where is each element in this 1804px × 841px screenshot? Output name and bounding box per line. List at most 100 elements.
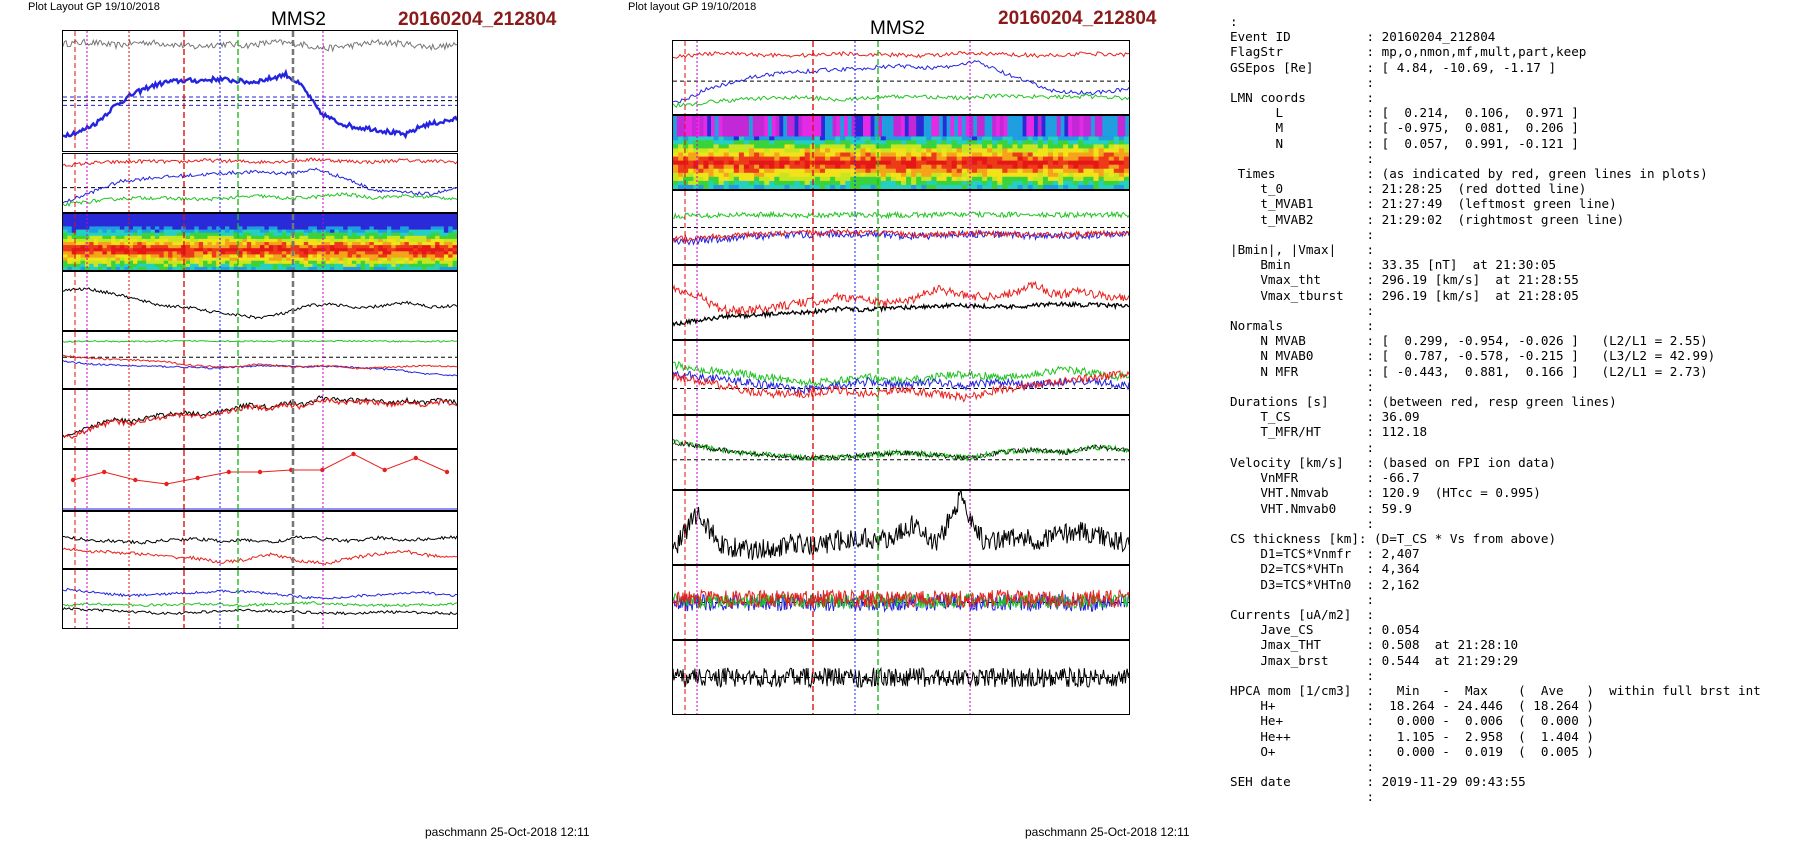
left-nheplusplus-point	[133, 477, 138, 483]
mid-panel-4-svg	[673, 341, 1129, 414]
mid-plot-event-id: 20160204_212804	[998, 8, 1157, 29]
mid-panel-3-svg	[673, 266, 1129, 339]
left-nheplusplus-point	[351, 451, 356, 457]
summary-line: N : [ 0.057, 0.991, -0.121 ]	[1230, 135, 1579, 151]
left-bl-line	[63, 68, 457, 140]
left-panel-7-svg	[63, 512, 457, 568]
left-panel-2-svg	[63, 214, 457, 270]
mid-en-series	[673, 370, 1129, 403]
mid-vexb-black	[673, 439, 1129, 462]
summary-line: Jmax_brst : 0.544 at 21:29:29	[1230, 652, 1519, 668]
event-summary-text: : Event ID : 20160204_212804 FlagStr : mp,…	[1230, 14, 1761, 805]
mid-panel-6-svg	[673, 491, 1129, 564]
summary-line: CS thickness [km]: (D=T_CS * Vs from abo…	[1230, 530, 1557, 546]
summary-line: :	[1230, 515, 1375, 531]
mid-bn-series	[673, 93, 1129, 108]
summary-line: D3=TCS*VHTn0 : 2,162	[1230, 576, 1420, 592]
left-nheplusplus-point	[164, 481, 169, 487]
left-panel-0-svg	[63, 31, 457, 151]
left-vm-series	[63, 360, 457, 377]
mid-el-series	[673, 361, 1129, 387]
left-panel-6	[62, 449, 458, 511]
summary-line: N MVAB0 : [ 0.787, -0.578, -0.215 ] (L3/…	[1230, 348, 1716, 364]
summary-line: T_CS : 36.09	[1230, 409, 1420, 425]
mid-plot-header: Plot layout GP 19/10/2018	[628, 1, 757, 13]
mid-jl-series	[673, 588, 1129, 609]
left-panel-3-svg	[63, 272, 457, 330]
summary-line: D2=TCS*VHTn : 4,364	[1230, 561, 1420, 577]
left-vl-series	[63, 339, 457, 343]
left-nheplusplus-point	[444, 469, 450, 475]
summary-line: Event ID : 20160204_212804	[1230, 29, 1496, 45]
summary-line: :	[1230, 14, 1238, 29]
mid-panel-8	[672, 640, 1130, 715]
left-nheplusplus-point	[226, 469, 232, 475]
left-ti-perp	[63, 547, 457, 566]
left-panel-7	[62, 511, 458, 569]
left-plot-title: MMS2	[271, 9, 326, 30]
summary-line: :	[1230, 789, 1375, 805]
left-plot-header: Plot Layout GP 19/10/2018	[28, 1, 160, 13]
left-panel-5-svg	[63, 390, 457, 448]
mid-je-line	[673, 666, 1129, 689]
mid-em-series	[673, 370, 1129, 395]
left-bmag-line	[63, 38, 457, 53]
summary-line: t_MVAB2 : 21:29:02 (rightmost green line…	[1230, 211, 1625, 227]
summary-line: Velocity [km/s] : (based on FPI ion data…	[1230, 454, 1557, 470]
summary-line: D1=TCS*Vnmfr : 2,407	[1230, 546, 1420, 562]
mid-panel-1	[672, 115, 1130, 190]
left-panel-4	[62, 331, 458, 389]
summary-line: Bmin : 33.35 [nT] at 21:30:05	[1230, 257, 1557, 273]
left-ti-par	[63, 535, 457, 545]
summary-line: Currents [uA/m2] :	[1230, 606, 1375, 622]
left-nheplusplus-point	[101, 469, 107, 475]
summary-line: :	[1230, 591, 1375, 607]
left-vn-series	[63, 354, 457, 370]
summary-line: N MFR : [ -0.443, 0.881, 0.166 ] (L2/L1 …	[1230, 363, 1708, 379]
summary-line: t_MVAB1 : 21:27:49 (leftmost green line)	[1230, 196, 1617, 212]
mid-panel-0-svg	[673, 41, 1129, 114]
mid-panel-2	[672, 190, 1130, 265]
left-nheplusplus-point	[257, 469, 263, 475]
mid-panel-0	[672, 40, 1130, 115]
left-panel-3	[62, 271, 458, 331]
left-bm-series	[63, 167, 457, 204]
summary-line: L : [ 0.214, 0.106, 0.971 ]	[1230, 105, 1579, 121]
summary-line: M : [ -0.975, 0.081, 0.206 ]	[1230, 120, 1579, 136]
mid-vn-series	[673, 228, 1129, 244]
summary-line: VHT.Nmvab : 120.9 (HTcc = 0.995)	[1230, 485, 1541, 501]
left-panel-8-svg	[63, 570, 457, 628]
summary-line: SEH date : 2019-11-29 09:43:55	[1230, 774, 1526, 790]
left-plot-event-id: 20160204_212804	[398, 9, 557, 30]
left-bl-series	[63, 157, 457, 168]
summary-line: LMN coords :	[1230, 90, 1375, 106]
mid-plot-title: MMS2	[870, 18, 925, 39]
mid-bm-series	[673, 59, 1129, 104]
summary-line: :	[1230, 439, 1375, 455]
mid-panel-6	[672, 490, 1130, 565]
left-panel-8	[62, 569, 458, 629]
mid-panel-7-svg	[673, 566, 1129, 639]
mid-bl-series	[673, 50, 1129, 59]
mid-plot-footer: paschmann 25-Oct-2018 12:11	[1025, 825, 1190, 839]
summary-line: N MVAB : [ 0.299, -0.954, -0.026 ] (L2/L…	[1230, 333, 1708, 349]
summary-line: GSEpos [Re] : [ 4.84, -10.69, -1.17 ]	[1230, 59, 1557, 75]
summary-line: :	[1230, 378, 1375, 394]
summary-line: |Bmin|, |Vmax| :	[1230, 242, 1375, 258]
mid-te-par	[673, 280, 1129, 316]
summary-line: He+ : 0.000 - 0.006 ( 0.000 )	[1230, 713, 1594, 729]
left-nheplusplus-point	[413, 455, 419, 461]
left-pi-line	[63, 601, 457, 608]
left-ion-spectrogram	[63, 214, 457, 270]
summary-line: H+ : 18.264 - 24.446 ( 18.264 )	[1230, 698, 1594, 714]
summary-line: FlagStr : mp,o,nmon,mf,mult,part,keep	[1230, 44, 1587, 60]
summary-line: :	[1230, 74, 1375, 90]
summary-line: Normals :	[1230, 318, 1375, 334]
summary-line: Vmax_tht : 296.19 [km/s] at 21:28:55	[1230, 272, 1579, 288]
left-nheplusplus-point	[70, 477, 76, 483]
left-panel-4-svg	[63, 332, 457, 388]
summary-line: VnMFR : -66.7	[1230, 470, 1420, 486]
summary-line: Jmax_THT : 0.508 at 21:28:10	[1230, 637, 1519, 653]
mid-panel-8-svg	[673, 641, 1129, 714]
summary-line: :	[1230, 302, 1375, 318]
